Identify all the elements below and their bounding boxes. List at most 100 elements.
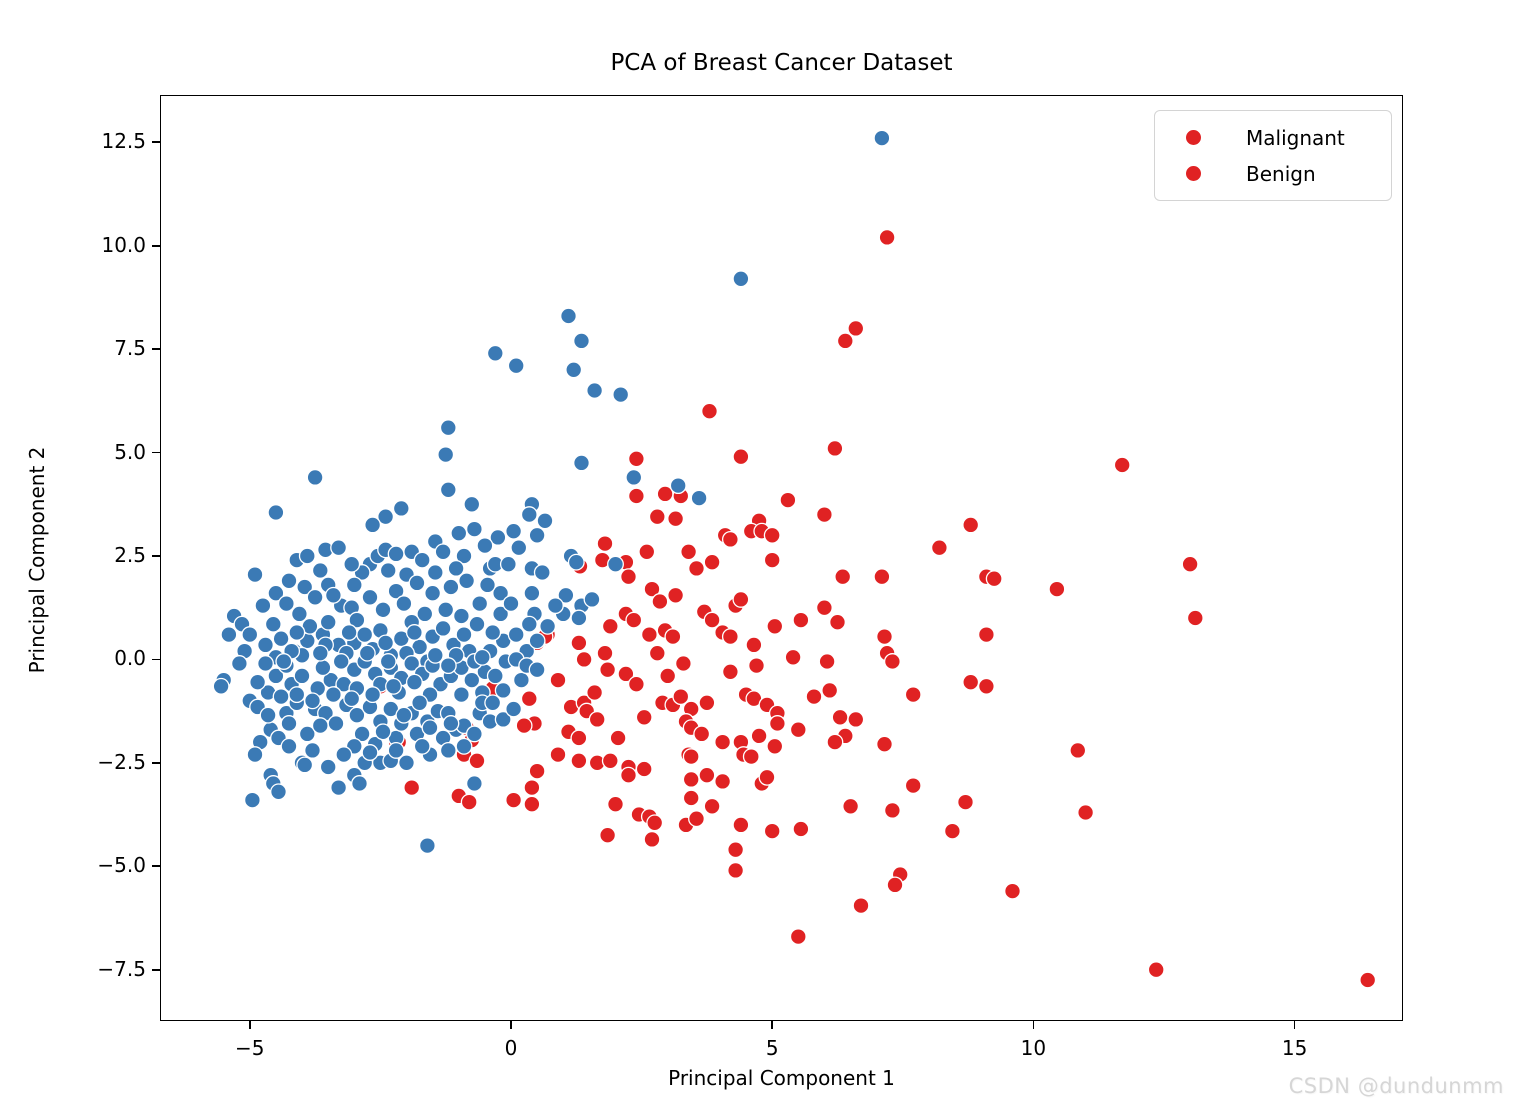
- scatter-point-malignant: [957, 793, 974, 811]
- scatter-point-malignant: [1359, 971, 1377, 989]
- scatter-point-malignant: [505, 791, 523, 809]
- scatter-point-malignant: [721, 530, 739, 548]
- scatter-point-benign: [408, 574, 426, 592]
- scatter-point-malignant: [648, 644, 666, 662]
- scatter-point-benign: [612, 386, 630, 404]
- scatter-point-benign: [340, 624, 358, 641]
- scatter-point-malignant: [1077, 804, 1095, 821]
- y-tick-mark: [152, 968, 160, 971]
- scatter-point-benign: [392, 499, 410, 517]
- legend-label-benign: Benign: [1246, 161, 1316, 186]
- scatter-point-benign: [492, 605, 510, 623]
- scatter-point-benign: [539, 617, 557, 635]
- scatter-point-malignant: [638, 543, 656, 561]
- scatter-point-malignant: [763, 822, 781, 840]
- scatter-point-benign: [280, 572, 298, 590]
- scatter-point-malignant: [596, 644, 614, 662]
- scatter-point-malignant: [883, 653, 901, 670]
- scatter-point-benign: [405, 624, 423, 641]
- scatter-point-malignant: [842, 797, 860, 815]
- scatter-point-benign: [267, 504, 285, 521]
- scatter-point-malignant: [1186, 609, 1204, 627]
- scatter-point-benign: [476, 537, 494, 555]
- scatter-point-benign: [873, 129, 891, 147]
- scatter-point-benign: [311, 644, 329, 662]
- scatter-point-malignant: [977, 626, 995, 644]
- scatter-point-malignant: [818, 653, 836, 670]
- scatter-point-malignant: [742, 748, 760, 766]
- scatter-point-malignant: [570, 729, 588, 747]
- scatter-point-malignant: [1004, 882, 1021, 900]
- y-tick-label: 2.5: [114, 542, 146, 567]
- scatter-point-malignant: [943, 822, 961, 840]
- y-tick-label: 5.0: [114, 439, 146, 464]
- scatter-point-malignant: [682, 770, 700, 788]
- scatter-point-benign: [395, 595, 413, 613]
- scatter-point-malignant: [721, 628, 739, 646]
- scatter-point-benign: [492, 584, 510, 602]
- scatter-point-malignant: [667, 510, 685, 528]
- scatter-point-benign: [361, 744, 379, 761]
- scatter-point-malignant: [748, 657, 765, 675]
- scatter-point-benign: [413, 551, 431, 569]
- scatter-point-malignant: [698, 766, 716, 784]
- scatter-point-benign: [586, 382, 604, 399]
- scatter-point-malignant: [904, 686, 922, 704]
- scatter-point-malignant: [682, 748, 700, 766]
- scatter-point-benign: [314, 659, 332, 677]
- scatter-point-benign: [465, 520, 483, 538]
- scatter-point-benign: [351, 775, 368, 792]
- scatter-point-benign: [330, 539, 348, 557]
- scatter-point-malignant: [732, 590, 750, 608]
- scatter-point-malignant: [750, 727, 768, 745]
- scatter-point-benign: [607, 555, 624, 573]
- scatter-point-malignant: [601, 752, 619, 770]
- scatter-point-malignant: [847, 710, 865, 728]
- scatter-point-malignant: [599, 826, 617, 844]
- scatter-point-malignant: [549, 746, 567, 764]
- y-tick-mark: [152, 451, 160, 454]
- scatter-point-benign: [424, 584, 442, 602]
- scatter-point-benign: [520, 506, 538, 524]
- scatter-point-malignant: [758, 768, 776, 786]
- scatter-point-malignant: [962, 516, 980, 534]
- scatter-point-benign: [583, 590, 601, 608]
- scatter-point-malignant: [732, 448, 750, 466]
- scatter-point-benign: [455, 547, 473, 565]
- scatter-point-benign: [565, 361, 583, 379]
- scatter-point-benign: [494, 681, 512, 699]
- scatter-point-benign: [416, 605, 434, 623]
- scatter-point-benign: [304, 741, 321, 759]
- scatter-point-benign: [434, 543, 452, 561]
- scatter-point-benign: [330, 779, 348, 797]
- scatter-point-malignant: [698, 694, 716, 712]
- scatter-point-benign: [277, 595, 295, 613]
- scatter-point-malignant: [625, 611, 643, 629]
- scatter-point-benign: [486, 667, 504, 685]
- scatter-point-benign: [257, 655, 274, 672]
- scatter-point-malignant: [693, 725, 711, 743]
- scatter-point-malignant: [1181, 555, 1199, 573]
- scatter-point-malignant: [779, 491, 797, 509]
- scatter-point-malignant: [1069, 741, 1087, 759]
- scatter-point-malignant: [962, 673, 980, 691]
- scatter-point-malignant: [721, 663, 739, 681]
- scatter-point-malignant: [878, 228, 896, 246]
- scatter-point-malignant: [930, 539, 948, 557]
- scatter-point-benign: [364, 516, 382, 534]
- scatter-point-malignant: [829, 613, 846, 631]
- scatter-point-benign: [296, 578, 314, 596]
- y-tick-mark: [152, 555, 160, 557]
- scatter-point-malignant: [667, 586, 685, 604]
- scatter-point-benign: [220, 626, 238, 644]
- scatter-point-malignant: [586, 684, 604, 701]
- y-tick-mark: [152, 348, 160, 351]
- y-tick-label: 12.5: [101, 129, 146, 154]
- scatter-point-malignant: [688, 810, 705, 828]
- scatter-point-benign: [385, 677, 402, 695]
- scatter-point-benign: [379, 562, 397, 579]
- legend-box: Malignant Benign: [1154, 110, 1392, 201]
- scatter-point-malignant: [1147, 961, 1165, 979]
- scatter-point-benign: [293, 667, 311, 685]
